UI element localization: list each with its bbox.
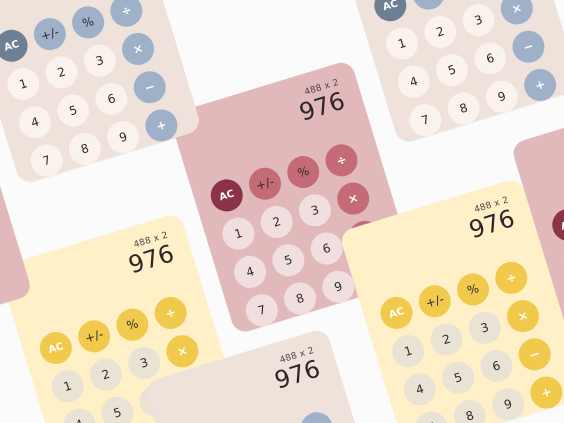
digit-4-button[interactable]: 4 (15, 102, 55, 143)
plus-minus-button[interactable]: +/- (245, 163, 285, 204)
keypad: AC +/- % ÷ 1 2 3 × 4 5 6 − 7 8 9 + 0 , = (0, 0, 201, 186)
plus-button[interactable]: + (526, 372, 564, 413)
digit-4-button[interactable]: 4 (59, 404, 100, 423)
digit-9-button[interactable]: 9 (481, 76, 522, 117)
plus-minus-button[interactable]: +/- (408, 0, 449, 14)
digit-7-button[interactable]: 7 (26, 140, 67, 181)
digit-1-button[interactable]: 1 (3, 64, 44, 105)
digit-2-button[interactable]: 2 (420, 11, 461, 52)
calculator-display: 488 x 2 976 (123, 231, 177, 280)
digit-2-button[interactable]: 2 (426, 319, 467, 360)
keypad: AC +/- % ÷ 1 2 3 × 4 5 6 − 7 8 9 + 0 , = (376, 256, 564, 423)
digit-6-button[interactable]: 6 (476, 346, 517, 387)
ac-button[interactable]: AC (35, 328, 76, 369)
digit-6-button[interactable]: 6 (91, 78, 132, 119)
digit-5-button[interactable]: 5 (53, 90, 94, 131)
plus-minus-button[interactable]: +/- (414, 281, 455, 322)
divide-button[interactable]: ÷ (491, 257, 532, 298)
calculator-display: 488 x 2 976 (463, 195, 518, 244)
digit-7-button[interactable]: 7 (405, 100, 446, 141)
calculator-display: 488 x 2 976 (293, 78, 348, 127)
digit-2-button[interactable]: 2 (85, 354, 126, 395)
minus-button[interactable]: − (514, 334, 555, 375)
digit-6-button[interactable]: 6 (306, 228, 347, 269)
digit-1-button[interactable]: 1 (218, 213, 259, 254)
digit-8-button[interactable]: 8 (443, 88, 484, 129)
calculator-card-beige-top-left: 488 x 2 976 AC +/- % ÷ 1 2 3 × 4 5 6 − 7… (0, 0, 203, 186)
ac-button[interactable]: AC (376, 292, 417, 333)
digit-7-button[interactable]: 7 (411, 407, 452, 423)
keypad: AC +/- % ÷ (182, 406, 344, 423)
plus-button[interactable]: + (520, 64, 561, 105)
plus-minus-button[interactable]: +/- (74, 316, 115, 357)
digit-2-button[interactable]: 2 (41, 52, 82, 93)
digit-3-button[interactable]: 3 (294, 190, 335, 231)
multiply-button[interactable]: × (333, 178, 374, 219)
divide-button[interactable]: ÷ (321, 140, 362, 181)
decimal-button[interactable]: , (114, 155, 155, 186)
digit-7-button[interactable]: 7 (241, 290, 282, 331)
digit-6-button[interactable]: 6 (470, 38, 511, 79)
percent-button[interactable]: % (453, 269, 493, 310)
minus-button[interactable]: − (508, 26, 549, 67)
digit-4-button[interactable]: 4 (230, 251, 271, 292)
percent-button[interactable]: % (446, 0, 487, 2)
digit-1-button[interactable]: 1 (388, 331, 429, 372)
equals-button[interactable]: = (538, 410, 564, 423)
digit-5-button[interactable]: 5 (438, 357, 479, 398)
divide-button[interactable]: ÷ (296, 408, 337, 423)
ac-button[interactable]: AC (370, 0, 411, 26)
digit-8-button[interactable]: 8 (449, 396, 490, 423)
digit-3-button[interactable]: 3 (79, 40, 120, 81)
digit-8-button[interactable]: 8 (280, 278, 321, 319)
percent-button[interactable]: % (68, 2, 109, 43)
digit-1-button[interactable]: 1 (47, 366, 88, 407)
digit-5-button[interactable]: 5 (431, 50, 472, 91)
divide-button[interactable]: ÷ (106, 0, 147, 31)
digit-5-button[interactable]: 5 (268, 240, 309, 281)
minus-button[interactable]: − (129, 67, 170, 108)
multiply-button[interactable]: × (502, 296, 543, 337)
digit-3-button[interactable]: 3 (464, 307, 505, 348)
plus-minus-button[interactable]: +/- (29, 14, 70, 55)
digit-1-button[interactable]: 1 (382, 23, 422, 64)
ac-button[interactable]: AC (548, 204, 564, 245)
digit-9-button[interactable]: 9 (103, 117, 144, 158)
multiply-button[interactable]: × (118, 28, 159, 69)
digit-2-button[interactable]: 2 (256, 202, 297, 242)
divide-button[interactable]: ÷ (150, 292, 191, 333)
digit-4-button[interactable]: 4 (399, 369, 440, 410)
digit-9-button[interactable]: 9 (488, 384, 529, 423)
digit-4-button[interactable]: 4 (393, 61, 434, 102)
ac-button[interactable]: AC (0, 25, 32, 66)
digit-3-button[interactable]: 3 (458, 0, 499, 41)
digit-3-button[interactable]: 3 (124, 342, 165, 383)
digit-8-button[interactable]: 8 (64, 128, 105, 169)
digit-1-button[interactable]: 1 (559, 243, 564, 284)
percent-button[interactable]: % (283, 152, 324, 193)
calculator-display: 488 x 2 976 (269, 346, 323, 395)
ac-button[interactable]: AC (206, 175, 247, 216)
multiply-button[interactable]: × (162, 331, 203, 372)
percent-button[interactable]: % (112, 304, 153, 345)
multiply-button[interactable]: × (496, 0, 537, 29)
keypad: AC +/- % ÷ 1 2 3 × 4 5 6 − 7 8 9 + 0 , = (370, 0, 564, 145)
digit-5-button[interactable]: 5 (97, 392, 138, 423)
